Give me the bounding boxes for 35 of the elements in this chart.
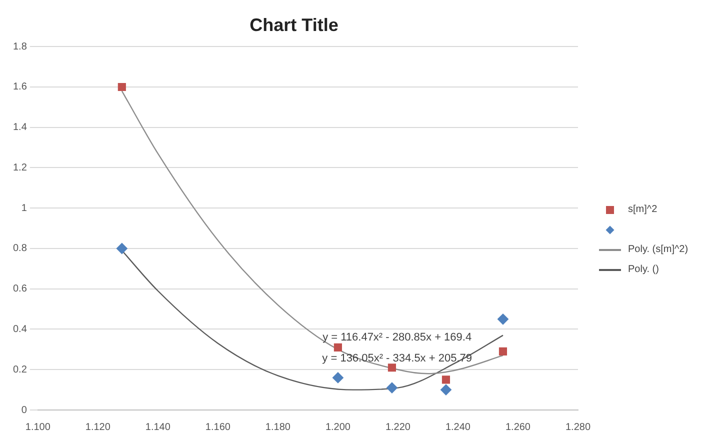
point: [332, 372, 344, 384]
point: [388, 364, 396, 372]
y-tick-label: 1.2: [12, 162, 28, 174]
x-tick-label: 1.160: [205, 422, 231, 433]
x-tick-label: 1.140: [145, 422, 171, 433]
y-tick-label: 1.4: [12, 122, 28, 134]
y-tick-label: 0.8: [12, 243, 28, 254]
point: [386, 382, 398, 394]
y-tick-label: 1.6: [12, 82, 28, 93]
y-tick-label: 0.6: [12, 284, 28, 295]
x-tick-label: 1.220: [385, 422, 411, 433]
point: [116, 242, 128, 254]
point: [440, 384, 452, 396]
legend-label: Poly. (s[m]^2): [628, 243, 688, 257]
point: [118, 82, 126, 92]
point: [498, 347, 508, 356]
legend-label: Poly. (): [628, 263, 659, 277]
y-tick-label: 0: [21, 404, 28, 416]
x-tick-label: 1.180: [265, 422, 291, 433]
x-tick-label: 1.200: [325, 422, 351, 433]
y-tick-label: 0.4: [12, 324, 28, 335]
legend-label: s[m]^2: [628, 203, 658, 217]
y-tick-label: 1.8: [12, 41, 28, 52]
y-tick-label: 0.2: [12, 364, 28, 376]
x-tick-label: 1.120: [85, 422, 111, 433]
point: [334, 343, 342, 352]
annotation: y = 116.47x² - 280.85x + 169.4: [322, 331, 472, 344]
x-tick-label: 1.280: [565, 422, 591, 433]
chart-title: Chart Title: [250, 14, 338, 35]
x-tick-label: 1.240: [445, 422, 471, 433]
point: [442, 376, 450, 384]
point: [497, 314, 508, 325]
x-tick-label: 1.260: [505, 422, 531, 433]
y-tick-label: 1: [21, 202, 28, 214]
x-tick-label: 1.100: [25, 422, 51, 433]
